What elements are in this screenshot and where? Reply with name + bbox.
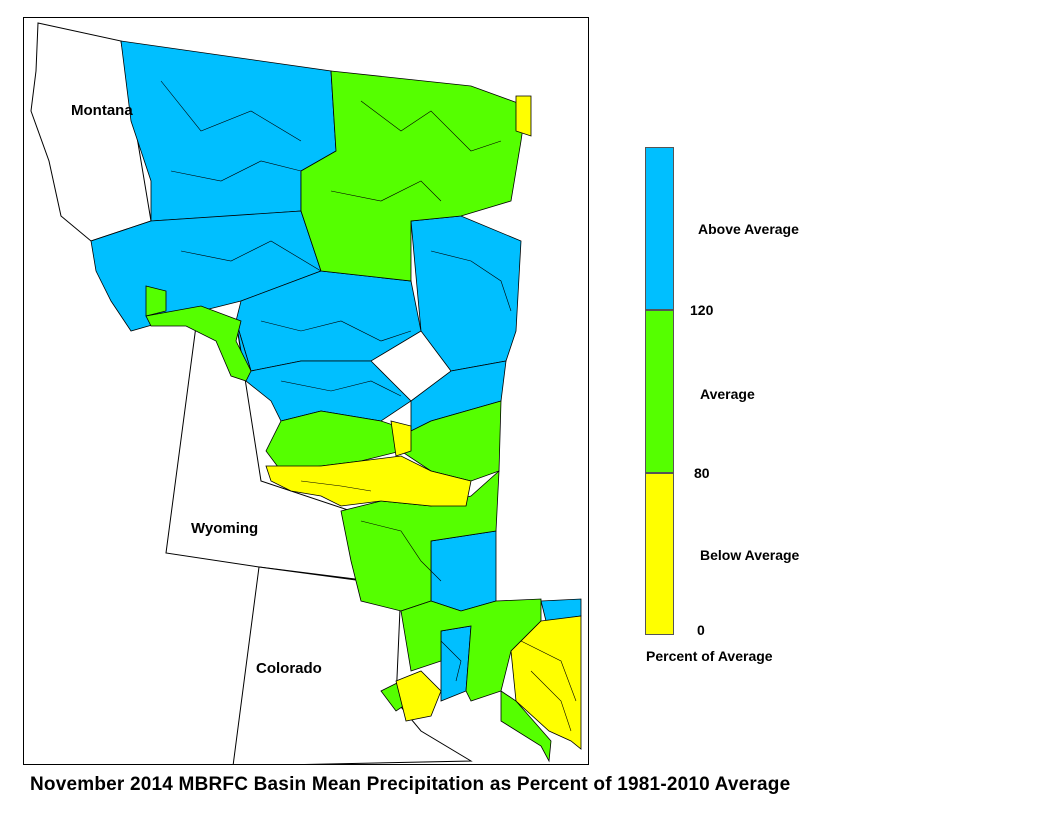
legend-break-80: 80 [694, 465, 710, 481]
state-outlines [30, 22, 473, 764]
legend-break-120: 120 [690, 302, 714, 318]
legend-break-0: 0 [697, 622, 705, 638]
below-average-basins [265, 95, 582, 750]
legend-label-below: Below Average [700, 547, 800, 563]
basin-region [515, 95, 532, 137]
map-frame: Montana Wyoming Colorado [23, 17, 589, 765]
basin-region [145, 305, 252, 382]
basin-region [390, 420, 412, 457]
basin-region [510, 615, 582, 750]
basin-map [30, 22, 582, 764]
basin-region [430, 530, 497, 612]
basin-region [265, 455, 472, 507]
map-caption: November 2014 MBRFC Basin Mean Precipita… [30, 774, 791, 795]
basin-region [395, 670, 442, 722]
basin-boundaries [160, 80, 577, 732]
state-label-colorado: Colorado [256, 660, 322, 677]
legend-title: Percent of Average [646, 648, 773, 664]
legend-swatch-above [645, 147, 674, 310]
state-label-montana: Montana [71, 102, 133, 119]
basin-region [145, 285, 167, 317]
state-label-wyoming: Wyoming [191, 520, 259, 537]
legend-swatch-below [645, 473, 674, 635]
legend-swatch-average [645, 310, 674, 473]
legend-label-average: Average [700, 386, 755, 402]
legend-label-above: Above Average [698, 221, 799, 237]
basin-region [410, 215, 522, 372]
